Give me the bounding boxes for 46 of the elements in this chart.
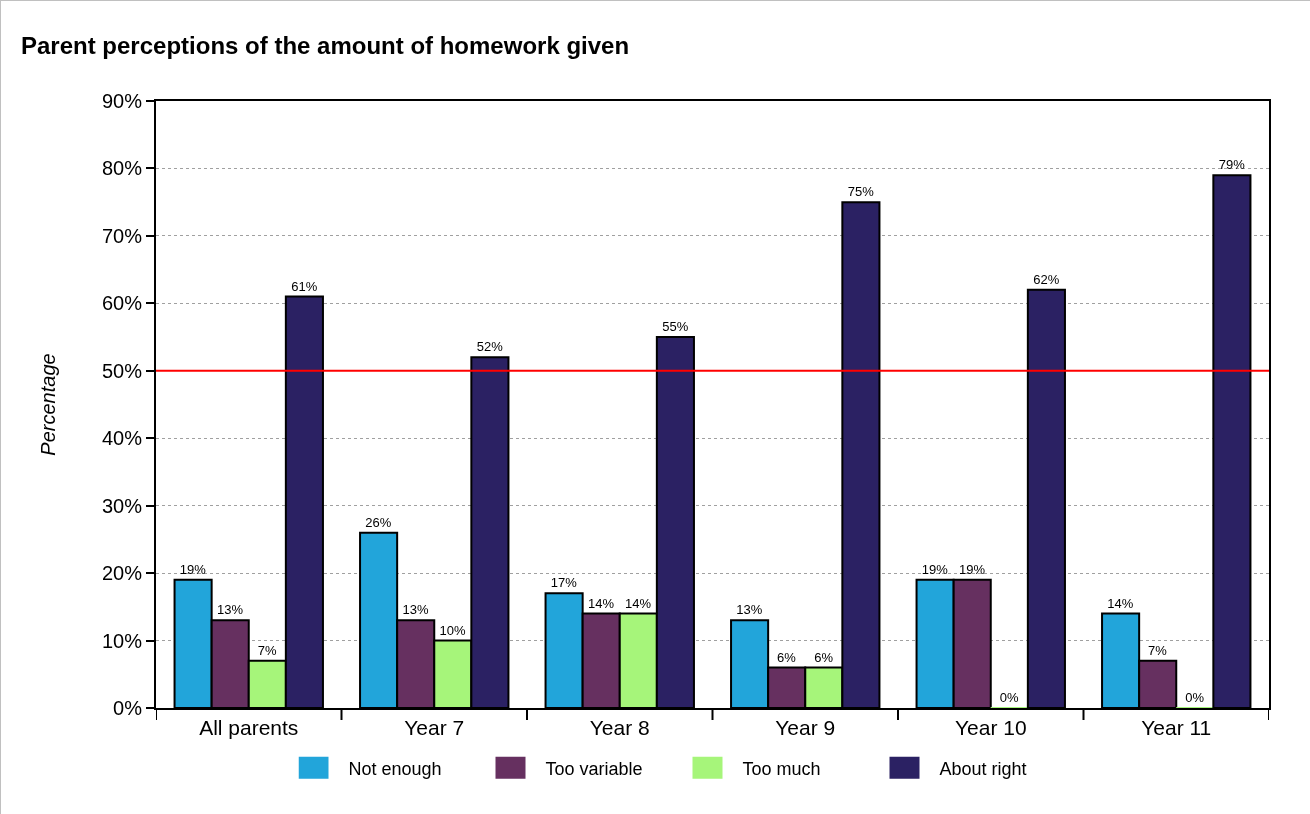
data-label: 26% <box>365 514 392 530</box>
legend-label: About right <box>939 758 1027 779</box>
data-label: 13% <box>736 602 763 618</box>
x-tick-label: Year 9 <box>775 716 836 740</box>
x-tick-label: Year 7 <box>404 716 465 740</box>
data-label: 14% <box>1107 595 1134 611</box>
data-label: 19% <box>179 561 207 577</box>
data-label: 7% <box>257 642 277 658</box>
y-tick-label: 50% <box>101 359 143 382</box>
y-axis-title: Percentage <box>36 353 59 456</box>
data-label: 0% <box>1185 690 1205 705</box>
data-label: 6% <box>777 649 797 665</box>
data-label: 13% <box>402 602 429 618</box>
x-tick-label: Year 11 <box>1141 716 1212 740</box>
x-tick-label: Year 10 <box>954 716 1027 740</box>
y-tick-label: 70% <box>101 224 143 247</box>
data-label: 79% <box>1218 157 1246 173</box>
data-label: 55% <box>662 319 689 335</box>
legend-label: Not enough <box>348 758 442 779</box>
data-label: 7% <box>1148 642 1168 658</box>
y-tick-label: 80% <box>101 157 143 180</box>
chart-title: Parent perceptions of the amount of homework given <box>21 32 630 60</box>
y-tick-label: 30% <box>101 494 143 517</box>
data-label: 62% <box>1033 271 1060 287</box>
legend-label: Too variable <box>545 758 643 779</box>
data-label: 19% <box>958 561 986 577</box>
y-tick-label: 0% <box>113 697 143 719</box>
data-label: 61% <box>291 278 318 294</box>
y-tick-label: 60% <box>101 292 143 315</box>
data-label: 0% <box>999 690 1019 705</box>
x-tick-label: Year 8 <box>589 716 650 740</box>
y-tick-label: 10% <box>101 629 143 652</box>
data-label: 75% <box>847 184 875 200</box>
x-tick-label: All parents <box>199 716 299 740</box>
y-tick-label: 90% <box>101 90 143 112</box>
data-label: 52% <box>476 339 504 355</box>
y-tick-label: 40% <box>101 427 143 450</box>
data-label: 13% <box>216 602 244 618</box>
data-label: 14% <box>587 595 615 611</box>
data-label: 17% <box>550 575 578 591</box>
y-tick-label: 20% <box>101 562 143 585</box>
legend-label: Too much <box>742 758 821 779</box>
data-label: 6% <box>814 649 834 665</box>
data-label: 10% <box>439 622 467 638</box>
data-label: 19% <box>921 561 949 577</box>
data-label: 14% <box>625 595 652 611</box>
